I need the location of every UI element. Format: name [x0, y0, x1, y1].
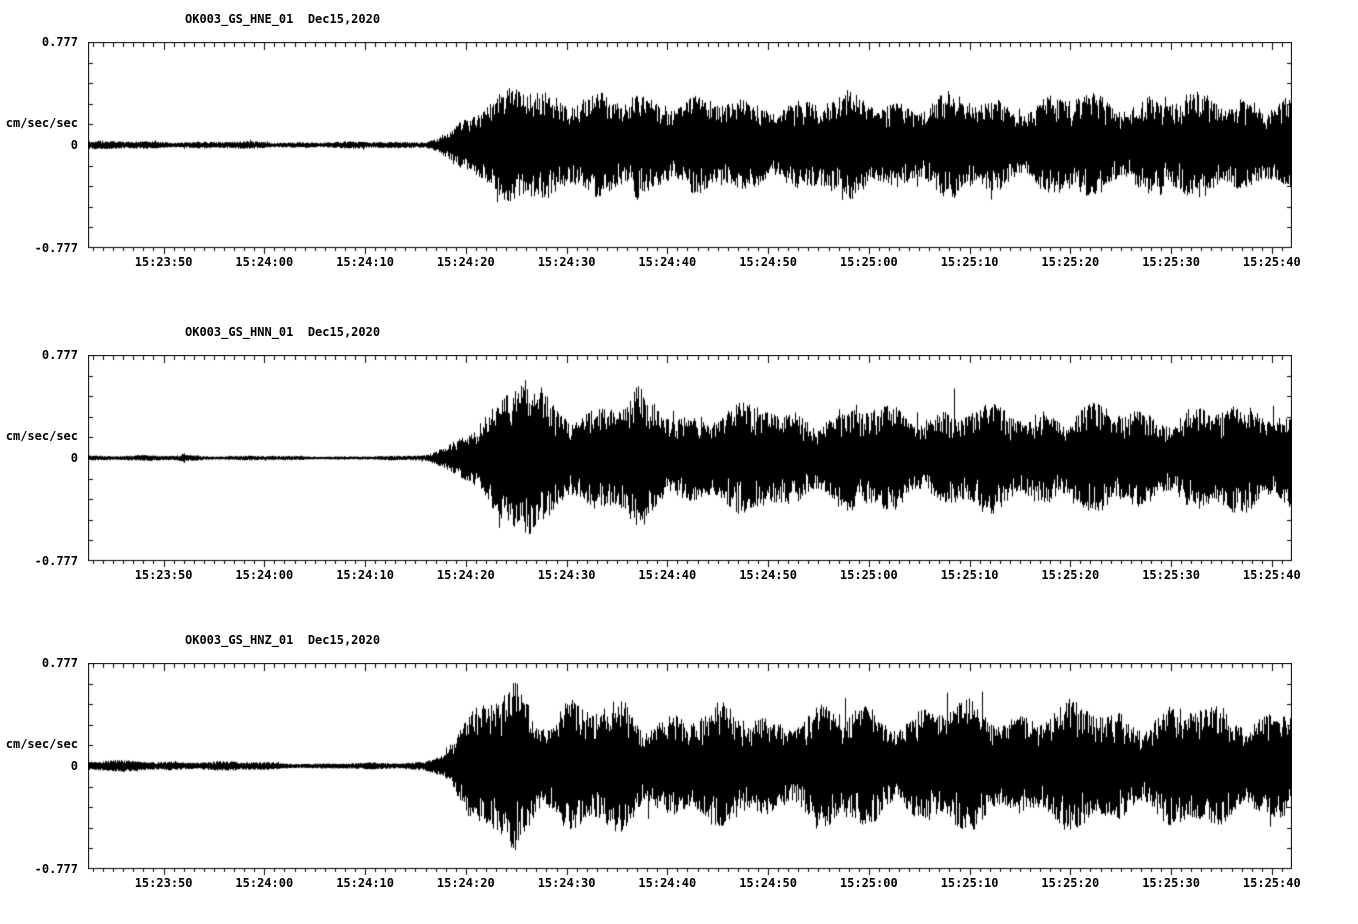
time-tick-label: 15:24:40: [638, 568, 697, 582]
y-axis-min-label: -0.777: [34, 862, 78, 876]
y-axis-max-label: 0.777: [41, 656, 78, 670]
time-tick-label: 15:25:20: [1041, 255, 1100, 269]
time-tick-label: 15:24:20: [436, 568, 495, 582]
time-tick-label: 15:25:00: [839, 255, 898, 269]
time-tick-label: 15:25:20: [1041, 876, 1100, 890]
y-axis-units-label: cm/sec/sec: [5, 429, 78, 443]
trace-title: OK003_GS_HNZ_01 Dec15,2020: [185, 633, 381, 647]
time-tick-label: 15:25:40: [1242, 255, 1301, 269]
time-tick-label: 15:25:10: [940, 568, 999, 582]
time-tick-label: 15:24:10: [336, 568, 394, 582]
time-axis-labels: 15:23:50 15:24:00 15:24:10 15:24:20 15:24:30…: [88, 255, 1301, 271]
time-tick-label: 15:25:40: [1242, 568, 1301, 582]
time-tick-label: 15:25:30: [1142, 876, 1200, 890]
time-tick-label: 15:25:10: [940, 255, 999, 269]
time-tick-label: 15:25:30: [1142, 255, 1200, 269]
time-tick-label: 15:24:30: [537, 568, 596, 582]
time-axis-labels: 15:23:50 15:24:00 15:24:10 15:24:20 15:24:30…: [88, 568, 1301, 584]
time-tick-label: 15:24:00: [235, 876, 294, 890]
time-tick-label: 15:24:50: [739, 568, 797, 582]
time-tick-label: 15:24:30: [537, 255, 596, 269]
time-tick-label: 15:24:00: [235, 568, 294, 582]
time-tick-label: 15:23:50: [134, 568, 193, 582]
seismogram-panel-hnz: OK003_GS_HNZ_01 Dec15,2020 0.777 cm/sec/…: [0, 633, 1358, 893]
time-tick-label: 15:24:20: [436, 255, 495, 269]
time-tick-label: 15:24:10: [336, 255, 394, 269]
time-tick-label: 15:24:20: [436, 876, 495, 890]
y-axis-min-label: -0.777: [34, 241, 78, 255]
time-tick-label: 15:25:00: [839, 876, 898, 890]
time-tick-label: 15:24:40: [638, 255, 697, 269]
time-tick-label: 15:23:50: [134, 876, 193, 890]
y-axis-units-label: cm/sec/sec: [5, 116, 78, 130]
y-axis-max-label: 0.777: [41, 348, 78, 362]
y-axis-units-label: cm/sec/sec: [5, 737, 78, 751]
time-tick-label: 15:23:50: [134, 255, 193, 269]
y-axis-zero-label: 0: [70, 759, 78, 773]
y-axis-min-label: -0.777: [34, 554, 78, 568]
seismogram-panel-hnn: OK003_GS_HNN_01 Dec15,2020 0.777 cm/sec/…: [0, 325, 1358, 585]
time-axis-labels: 15:23:50 15:24:00 15:24:10 15:24:20 15:24:30…: [88, 876, 1301, 892]
time-tick-label: 15:24:40: [638, 876, 697, 890]
time-tick-label: 15:25:40: [1242, 876, 1301, 890]
trace-title: OK003_GS_HNE_01 Dec15,2020: [185, 12, 381, 26]
waveform-canvas-hnn: [88, 355, 1292, 569]
trace-title: OK003_GS_HNN_01 Dec15,2020: [185, 325, 381, 339]
seismogram-panel-hne: OK003_GS_HNE_01 Dec15,2020 0.777 cm/sec/…: [0, 12, 1358, 272]
time-tick-label: 15:24:50: [739, 876, 797, 890]
time-tick-label: 15:25:10: [940, 876, 999, 890]
y-axis-max-label: 0.777: [41, 35, 78, 49]
time-tick-label: 15:25:30: [1142, 568, 1200, 582]
time-tick-label: 15:24:00: [235, 255, 294, 269]
time-tick-label: 15:24:30: [537, 876, 596, 890]
time-tick-label: 15:25:20: [1041, 568, 1100, 582]
y-axis-zero-label: 0: [70, 451, 78, 465]
y-axis-zero-label: 0: [70, 138, 78, 152]
waveform-canvas-hne: [88, 42, 1292, 256]
time-tick-label: 15:24:50: [739, 255, 797, 269]
time-tick-label: 15:25:00: [839, 568, 898, 582]
time-tick-label: 15:24:10: [336, 876, 394, 890]
waveform-canvas-hnz: [88, 663, 1292, 877]
